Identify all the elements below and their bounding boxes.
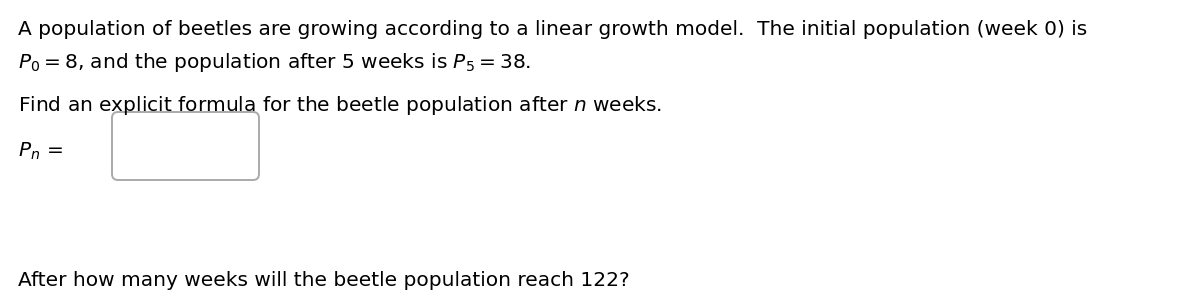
FancyBboxPatch shape — [112, 112, 259, 180]
Text: After how many weeks will the beetle population reach 122?: After how many weeks will the beetle pop… — [18, 271, 630, 290]
Text: A population of beetles are growing according to a linear growth model.  The ini: A population of beetles are growing acco… — [18, 20, 1087, 39]
Text: $P_n$ =: $P_n$ = — [18, 141, 62, 162]
Text: Find an explicit formula for the beetle population after $n$ weeks.: Find an explicit formula for the beetle … — [18, 94, 662, 117]
Text: $P_0 = 8$, and the population after 5 weeks is $P_5 = 38$.: $P_0 = 8$, and the population after 5 we… — [18, 51, 532, 74]
